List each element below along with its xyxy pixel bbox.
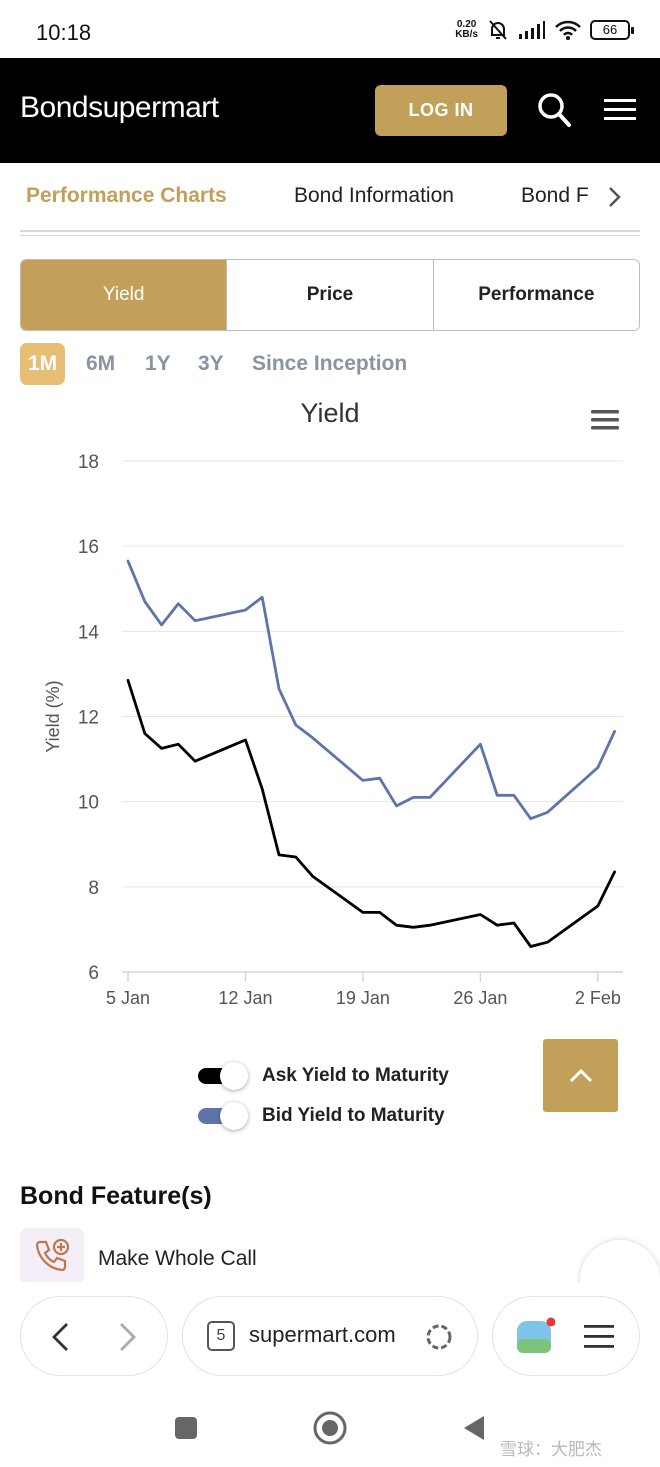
battery-indicator: 66 bbox=[590, 20, 634, 40]
system-navigation-bar bbox=[0, 1382, 660, 1467]
range-3y[interactable]: 3Y bbox=[198, 352, 224, 375]
tab-bond-information[interactable]: Bond Information bbox=[294, 184, 454, 207]
reload-icon[interactable] bbox=[423, 1321, 455, 1353]
bid-series-toggle[interactable] bbox=[198, 1101, 248, 1131]
recent-apps-icon[interactable] bbox=[174, 1416, 198, 1440]
chart-menu-icon[interactable] bbox=[590, 408, 620, 432]
x-tick-label: 5 Jan bbox=[106, 988, 150, 1008]
y-axis-label: Yield (%) bbox=[43, 680, 63, 752]
range-1y[interactable]: 1Y bbox=[145, 352, 171, 375]
yield-chart: 6 8 10 12 14 16 18 5 Jan 12 Jan 19 Jan 26 Jan 2 Feb… bbox=[43, 452, 623, 1008]
signal-icon bbox=[519, 21, 545, 39]
tabs-divider bbox=[20, 230, 640, 236]
y-tick-label: 8 bbox=[88, 878, 99, 899]
site-logo[interactable]: Bondsupermart bbox=[20, 91, 219, 124]
tab-count-badge[interactable]: 5 bbox=[207, 1321, 235, 1351]
browser-menu-icon[interactable] bbox=[583, 1323, 615, 1351]
network-speed-value: 0.20 bbox=[456, 19, 477, 30]
profile-avatar-icon[interactable] bbox=[515, 1317, 555, 1357]
hamburger-menu-icon[interactable] bbox=[604, 96, 636, 124]
feature-make-whole-call: Make Whole Call bbox=[98, 1247, 257, 1270]
x-tick-label: 12 Jan bbox=[218, 988, 272, 1008]
chart-type-toggle: Yield Price Performance bbox=[20, 259, 640, 331]
nav-buttons bbox=[20, 1296, 168, 1376]
url-text[interactable]: supermart.com bbox=[249, 1322, 396, 1347]
range-1m[interactable]: 1M bbox=[20, 343, 66, 385]
ask-yield-line bbox=[126, 678, 616, 948]
status-icons: 0.20 KB/s 66 bbox=[455, 18, 634, 42]
y-tick-label: 14 bbox=[78, 622, 100, 643]
legend-item-bid[interactable]: Bid Yield to Maturity bbox=[198, 1101, 445, 1131]
search-icon[interactable] bbox=[536, 90, 572, 130]
status-time: 10:18 bbox=[36, 20, 92, 45]
x-tick-label: 19 Jan bbox=[336, 988, 390, 1008]
tab-performance-charts[interactable]: Performance Charts bbox=[26, 184, 227, 207]
bond-features-title: Bond Feature(s) bbox=[20, 1182, 212, 1210]
section-tabs: Performance Charts Bond Information Bond… bbox=[0, 163, 660, 235]
chevron-right-icon[interactable] bbox=[603, 183, 627, 211]
legend-label-ask: Ask Yield to Maturity bbox=[262, 1065, 449, 1086]
y-tick-label: 6 bbox=[88, 963, 99, 984]
range-6m[interactable]: 6M bbox=[86, 352, 116, 375]
forward-arrow-icon[interactable] bbox=[115, 1321, 139, 1353]
chart-title: Yield bbox=[300, 398, 360, 428]
chart-type-price[interactable]: Price bbox=[227, 260, 434, 330]
range-since-inception[interactable]: Since Inception bbox=[252, 352, 408, 375]
address-bar[interactable]: 5 supermart.com bbox=[182, 1296, 478, 1376]
y-tick-label: 10 bbox=[78, 793, 99, 814]
x-tick-label: 26 Jan bbox=[453, 988, 507, 1008]
network-speed-unit: KB/s bbox=[455, 29, 478, 40]
y-tick-label: 16 bbox=[78, 537, 99, 558]
watermark-text: 雪球：大肥杰 bbox=[500, 1440, 602, 1459]
network-speed: 0.20 KB/s bbox=[455, 20, 478, 40]
tab-bond-f[interactable]: Bond F bbox=[521, 184, 589, 207]
scroll-to-top-button[interactable] bbox=[543, 1039, 618, 1112]
y-tick-label: 12 bbox=[78, 708, 99, 729]
login-button[interactable]: LOG IN bbox=[375, 85, 507, 136]
home-icon[interactable] bbox=[312, 1410, 348, 1446]
browser-menu-group bbox=[492, 1296, 640, 1376]
chart-type-performance[interactable]: Performance bbox=[478, 284, 595, 305]
back-arrow-icon[interactable] bbox=[49, 1321, 73, 1353]
chart-type-yield[interactable]: Yield bbox=[21, 260, 228, 330]
bell-muted-icon bbox=[489, 20, 507, 40]
site-header: Bondsupermart LOG IN bbox=[0, 58, 660, 163]
legend-item-ask[interactable]: Ask Yield to Maturity bbox=[198, 1061, 449, 1091]
legend-label-bid: Bid Yield to Maturity bbox=[262, 1105, 445, 1126]
wifi-icon bbox=[555, 20, 581, 40]
y-tick-label: 18 bbox=[78, 452, 99, 473]
back-triangle-icon[interactable] bbox=[462, 1414, 486, 1442]
status-bar: 10:18 0.20 KB/s 66 bbox=[0, 0, 660, 58]
chevron-up-icon bbox=[569, 1068, 592, 1082]
ask-series-toggle[interactable] bbox=[198, 1061, 248, 1091]
x-tick-label: 2 Feb bbox=[575, 988, 621, 1008]
browser-toolbar: 5 supermart.com bbox=[0, 1282, 660, 1382]
bid-yield-line bbox=[126, 559, 616, 821]
phone-plus-icon bbox=[20, 1228, 84, 1284]
